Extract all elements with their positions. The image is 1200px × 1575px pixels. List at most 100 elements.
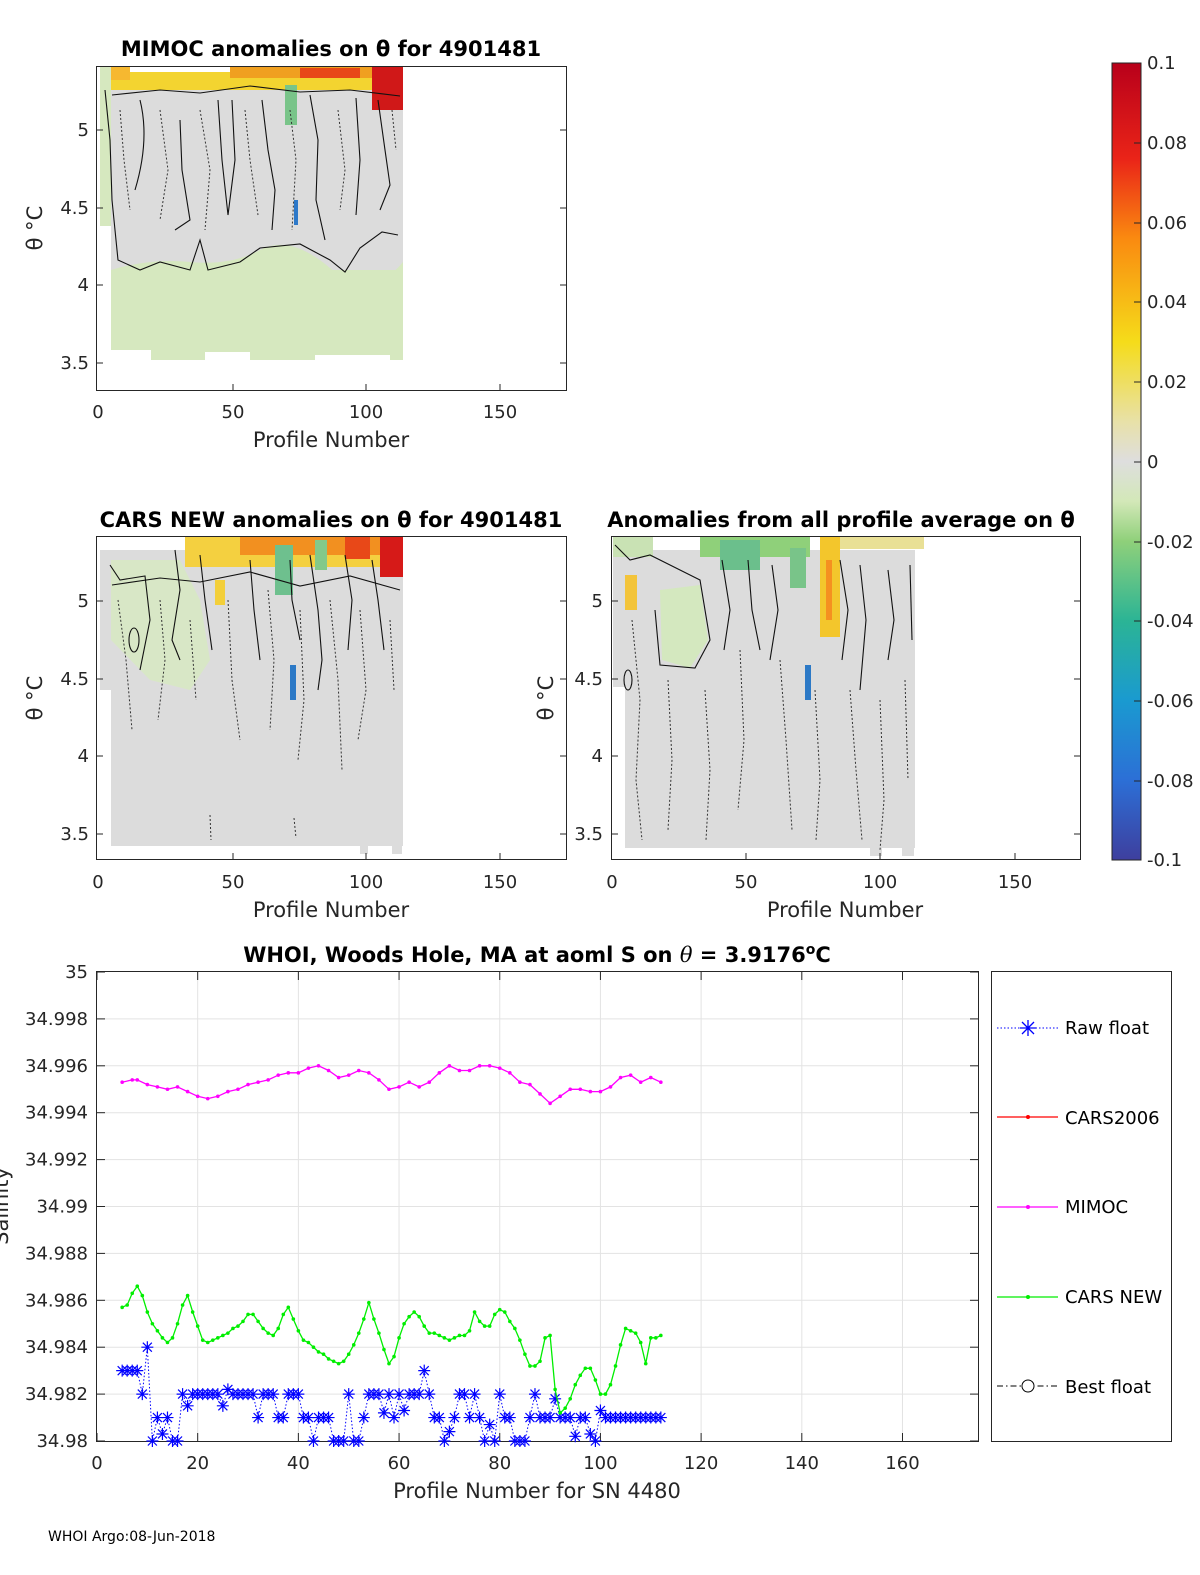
cars-new-point <box>508 1319 512 1324</box>
cars-new-point <box>598 1392 603 1396</box>
cars-new-point <box>155 1328 160 1333</box>
x-tick-label: 120 <box>684 1453 718 1474</box>
mimoc-point <box>266 1078 270 1082</box>
raw-float-point <box>277 1411 290 1424</box>
cars-new-anomaly-panel: CARS NEW anomalies on θ for 4901481 <box>23 508 567 922</box>
cars-new-point <box>427 1331 432 1335</box>
x-tick: 100 <box>349 872 383 893</box>
raw-float-point <box>473 1411 486 1424</box>
panel-title: MIMOC anomalies on θ for 4901481 <box>121 37 541 61</box>
mimoc-point <box>618 1075 623 1080</box>
mimoc-point <box>397 1085 401 1089</box>
cars-new-point <box>643 1361 648 1366</box>
y-axis-label: θ °C <box>23 676 47 721</box>
cars-new-point <box>296 1328 301 1333</box>
mimoc-point <box>427 1080 432 1085</box>
raw-float-point <box>146 1435 159 1447</box>
raw-float-point <box>448 1411 461 1424</box>
y-tick: 4.5 <box>60 669 89 690</box>
plot-frame <box>96 66 567 391</box>
raw-float-point <box>322 1411 335 1424</box>
mimoc-point <box>205 1096 210 1101</box>
cars-new-point <box>382 1347 386 1352</box>
cars-new-point <box>316 1350 321 1354</box>
mimoc-point <box>638 1080 643 1085</box>
raw-float-point <box>564 1411 577 1424</box>
raw-float-point <box>342 1388 355 1401</box>
raw-float-point <box>423 1388 436 1401</box>
cars-new-point <box>377 1331 381 1335</box>
grid <box>97 972 978 1441</box>
mimoc-point <box>326 1068 331 1073</box>
colorbar-tick: -0.1 <box>1147 850 1182 871</box>
cars-new-point <box>623 1326 628 1331</box>
legend-label: CARS NEW <box>1065 1287 1162 1308</box>
legend-label: CARS2006 <box>1065 1108 1160 1129</box>
cars-new-point <box>477 1319 482 1324</box>
x-axis-label: Profile Number <box>767 898 924 922</box>
raw-float-point <box>589 1435 602 1447</box>
footer-stamp: WHOI Argo:08-Jun-2018 <box>48 1529 215 1545</box>
x-tick: 0 <box>606 872 617 893</box>
y-tick: 4.5 <box>60 198 89 219</box>
cars-new-point <box>160 1336 165 1340</box>
y-axis-label: θ °C <box>23 206 47 251</box>
cars-new-point <box>130 1291 135 1296</box>
cars-new-point <box>548 1333 552 1338</box>
chart-title: WHOI, Woods Hole, MA at aoml S on θ = 3.… <box>243 942 831 967</box>
cars-new-point <box>185 1293 190 1298</box>
mimoc-point <box>175 1085 180 1089</box>
cars-new-point <box>497 1307 502 1312</box>
cars-new-point <box>553 1387 557 1392</box>
cars-new-point <box>326 1357 331 1361</box>
raw-float-point <box>221 1383 234 1396</box>
cars-new-point <box>638 1340 643 1345</box>
cars-new-point <box>241 1319 245 1324</box>
mimoc-point <box>518 1080 522 1085</box>
mimoc-point <box>276 1073 281 1077</box>
raw-float-line <box>122 1347 661 1443</box>
mimoc-point <box>145 1082 150 1087</box>
raw-float-point <box>493 1388 506 1401</box>
legend-label: Raw float <box>1065 1018 1149 1039</box>
mimoc-point <box>437 1071 442 1075</box>
raw-float-point <box>523 1411 536 1424</box>
cars-new-point <box>120 1305 124 1310</box>
raw-float-point <box>211 1388 224 1401</box>
cars-new-point <box>261 1326 265 1331</box>
raw-float-point <box>377 1406 390 1419</box>
plot-frame <box>611 536 1081 860</box>
y-tick-label: 34.98 <box>36 1431 88 1452</box>
cars-new-point <box>412 1310 416 1314</box>
mimoc-point <box>628 1073 633 1077</box>
cars-new-point <box>628 1328 633 1333</box>
colorbar-tick: 0.04 <box>1147 292 1187 313</box>
raw-float-point <box>141 1341 154 1354</box>
colorbar: 0.1 0.08 0.06 0.04 0.02 0 -0.02 -0.04 -0… <box>1111 53 1194 871</box>
raw-float-point <box>478 1435 491 1447</box>
x-tick: 100 <box>349 402 383 423</box>
cars-new-point <box>125 1303 130 1307</box>
y-tick: 3.5 <box>574 824 603 845</box>
x-tick: 100 <box>863 872 897 893</box>
legend-label: Best float <box>1065 1377 1151 1398</box>
salinity-line-chart: WHOI, Woods Hole, MA at aoml S on θ = 3.… <box>0 942 1172 1503</box>
cars-new-point <box>140 1293 145 1298</box>
x-tick-label: 40 <box>287 1453 310 1474</box>
colorbar-tick: -0.06 <box>1147 691 1194 712</box>
cars-new-point <box>246 1312 250 1317</box>
cars-new-point <box>633 1331 638 1335</box>
mimoc-point <box>296 1071 301 1075</box>
cars-new-point <box>216 1336 220 1340</box>
raw-float-point <box>488 1435 501 1447</box>
cars-new-point <box>271 1333 276 1338</box>
x-tick-label: 80 <box>488 1453 511 1474</box>
raw-float-point <box>544 1411 557 1424</box>
raw-float-point <box>584 1427 597 1440</box>
cars-new-point <box>603 1392 608 1396</box>
raw-float-point <box>503 1411 516 1424</box>
asterisk-marker-icon <box>1020 1020 1036 1036</box>
cars-new-point <box>402 1321 406 1326</box>
cars-new-point <box>336 1361 341 1366</box>
mimoc-point <box>377 1078 381 1082</box>
